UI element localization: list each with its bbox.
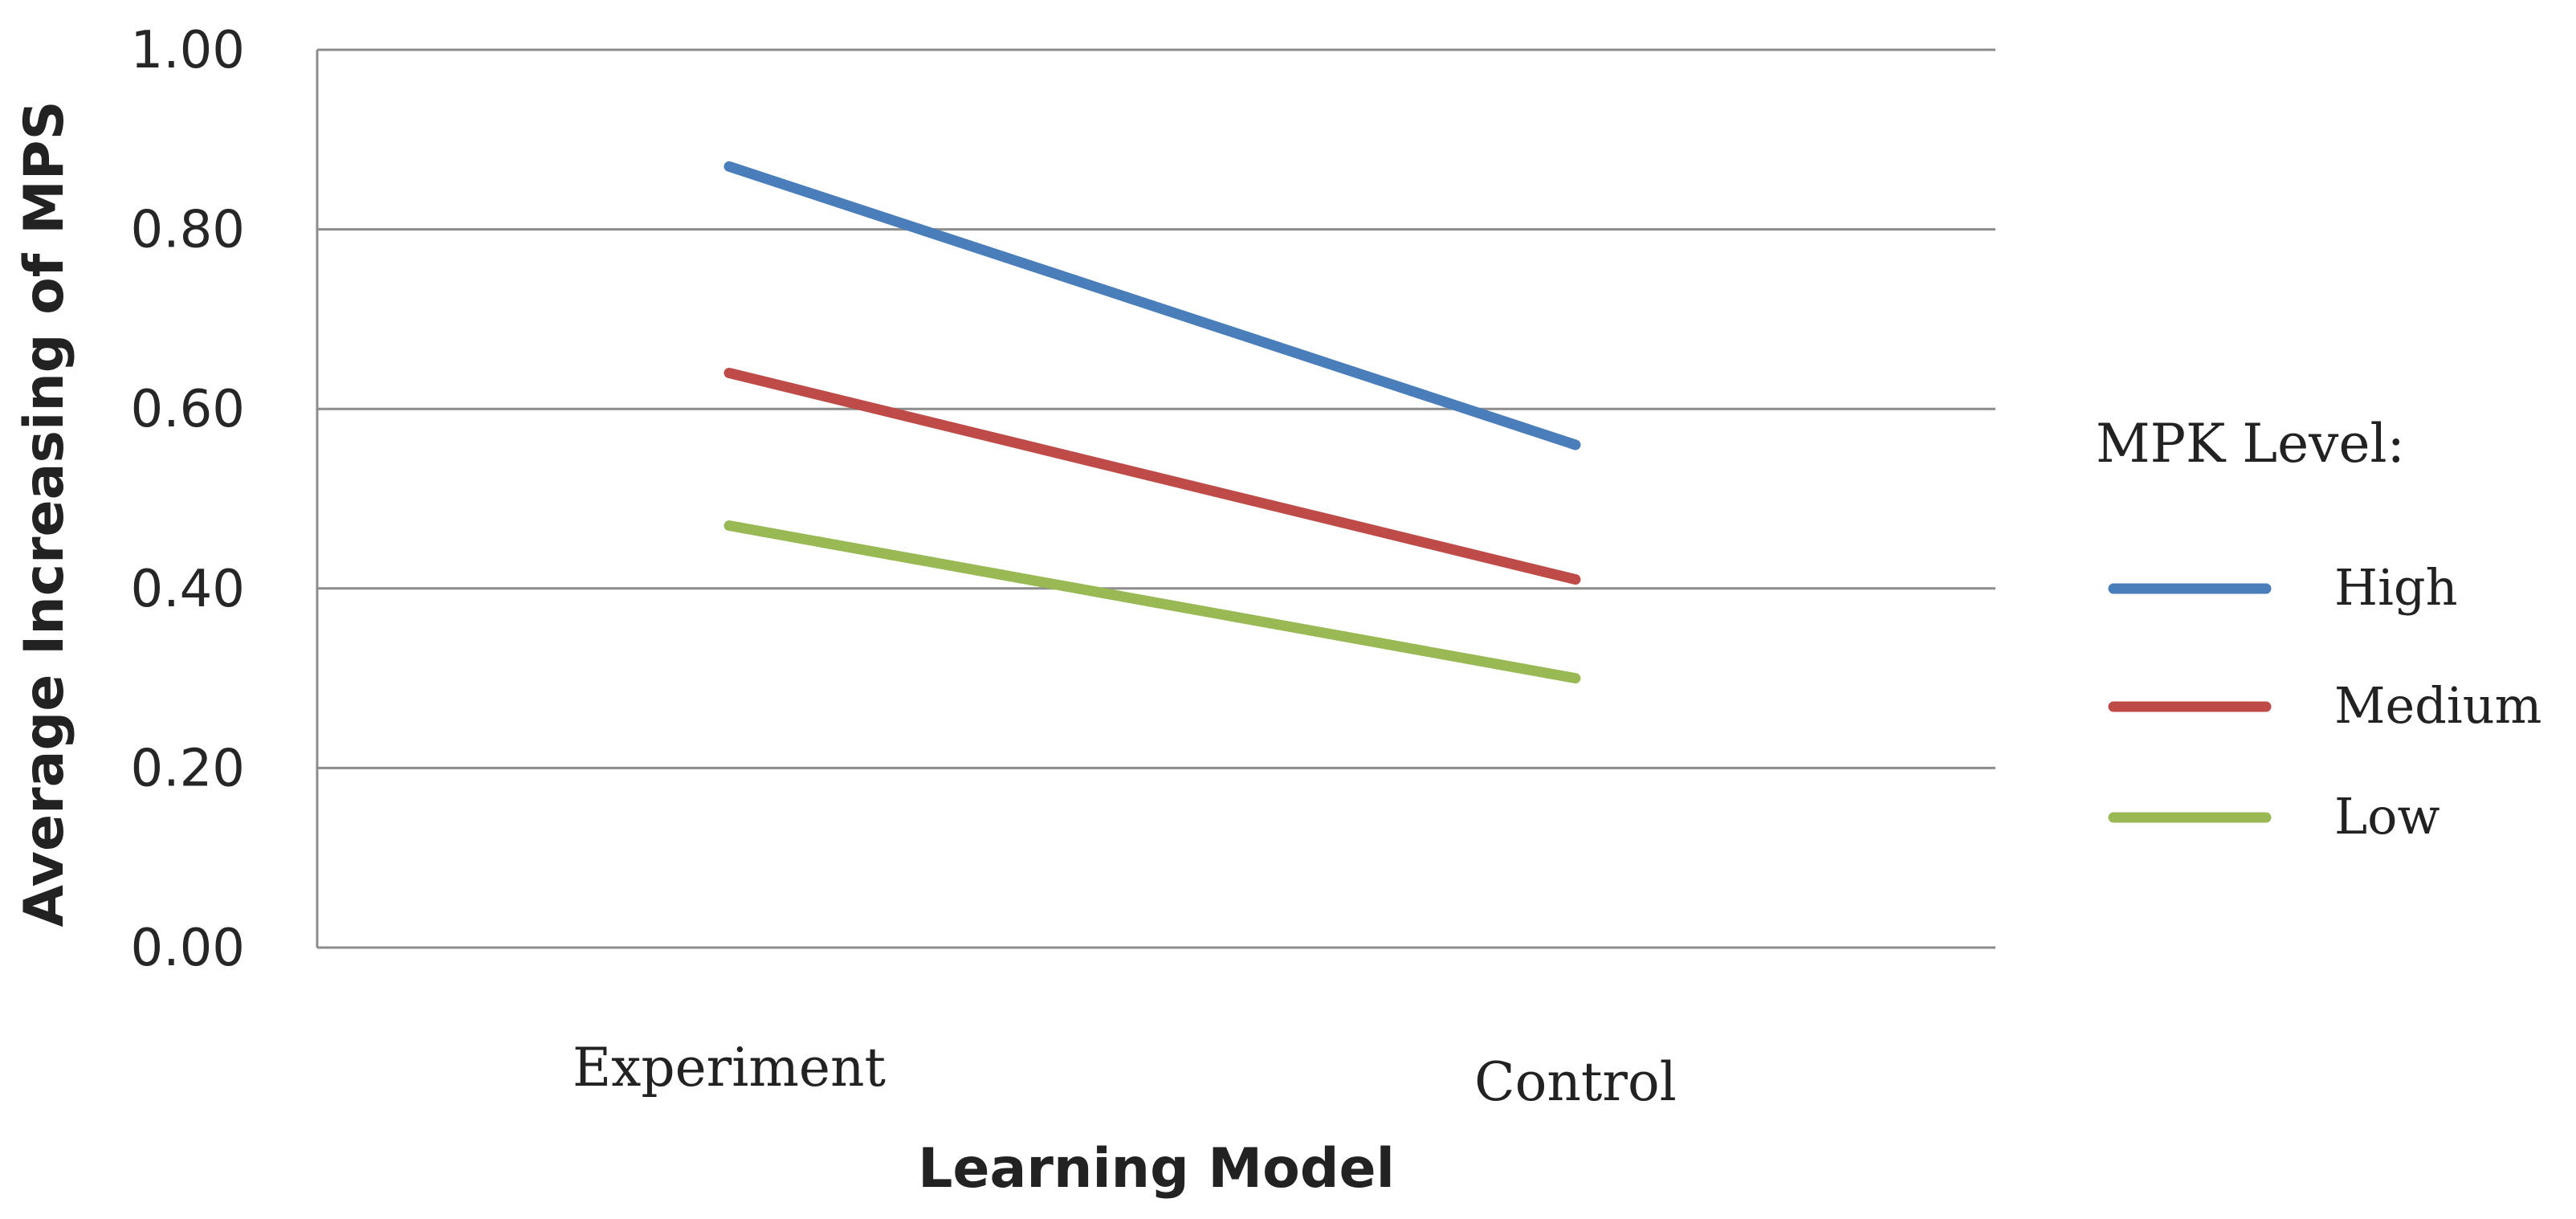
y-tick-label: 0.80	[131, 201, 246, 260]
y-tick-label: 0.40	[131, 560, 246, 619]
y-axis-title: Average Increasing of MPS	[13, 100, 76, 927]
x-category-label: Control	[1474, 1051, 1677, 1113]
legend-items: High Medium Low	[2108, 558, 2541, 846]
y-tick-label: 0.60	[131, 380, 246, 439]
legend-label: Low	[2334, 787, 2440, 846]
series-line-medium	[723, 367, 1581, 585]
legend-item-low: Low	[2108, 787, 2440, 846]
legend-label: High	[2334, 558, 2458, 617]
gridlines	[316, 48, 1995, 949]
legend-item-medium: Medium	[2108, 676, 2541, 735]
legend-label: Medium	[2334, 676, 2541, 735]
x-category-label: Experiment	[573, 1037, 886, 1099]
y-tick-label: 0.00	[131, 919, 246, 978]
y-tick-labels: 0.00 0.20 0.40 0.60 0.80 1.00	[131, 21, 246, 978]
legend-title: MPK Level:	[2096, 413, 2405, 475]
x-category-labels: Experiment Control	[573, 1037, 1677, 1113]
legend-item-high: High	[2108, 558, 2458, 617]
series-line-low	[723, 520, 1581, 684]
legend: MPK Level: High Medium Low	[2096, 413, 2541, 846]
y-tick-label: 1.00	[131, 21, 246, 80]
y-tick-label: 0.20	[131, 739, 246, 798]
series-lines	[723, 161, 1581, 684]
series-line-high	[723, 161, 1581, 450]
x-axis-title: Learning Model	[918, 1137, 1395, 1201]
